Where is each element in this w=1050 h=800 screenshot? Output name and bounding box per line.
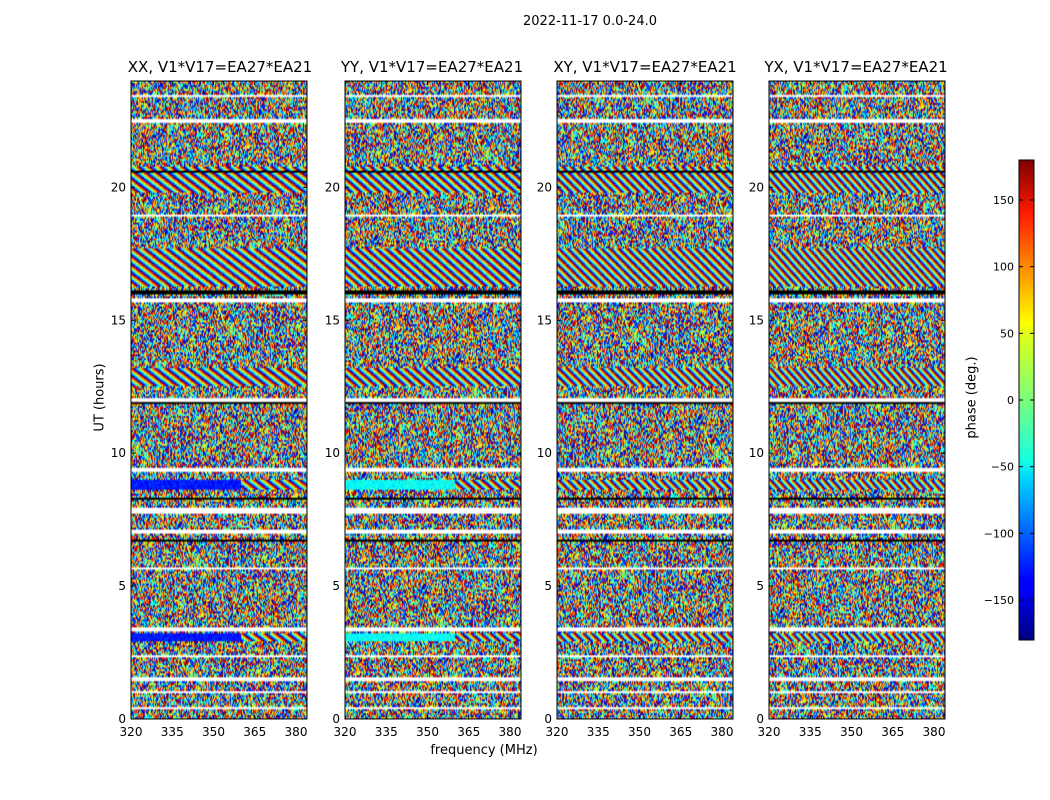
- x-tick-label: 350: [628, 725, 651, 739]
- panel-frame-2: [556, 80, 734, 720]
- x-tick-label: 320: [546, 725, 569, 739]
- y-axis-label: UT (hours): [92, 363, 108, 432]
- y-tick-label: 10: [325, 446, 340, 460]
- x-axis-label: frequency (MHz): [430, 743, 538, 758]
- figure-suptitle: 2022-11-17 0.0-24.0: [523, 14, 657, 29]
- panel-frame-3: [768, 80, 946, 720]
- y-tick-label: 10: [749, 446, 764, 460]
- y-tick-label: 10: [537, 446, 552, 460]
- y-tick-label: 5: [118, 579, 126, 593]
- y-tick-label: 15: [749, 313, 764, 327]
- x-tick-label: 380: [499, 725, 522, 739]
- colorbar-tick-label: 150: [993, 194, 1014, 207]
- panel-frame-1: [344, 80, 522, 720]
- colorbar-tick-label: −50: [991, 461, 1014, 474]
- x-tick-label: 335: [587, 725, 610, 739]
- x-tick-label: 320: [120, 725, 143, 739]
- y-tick-label: 20: [749, 180, 764, 194]
- y-tick-label: 15: [537, 313, 552, 327]
- panel-title-xx: XX, V1*V17=EA27*EA21: [127, 58, 313, 76]
- y-tick-label: 5: [332, 579, 340, 593]
- colorbar-label: phase (deg.): [964, 356, 980, 439]
- x-tick-label: 335: [799, 725, 822, 739]
- x-tick-label: 350: [202, 725, 225, 739]
- colorbar-tick-label: −100: [984, 527, 1014, 540]
- heatmap-image-0: [131, 81, 307, 719]
- heatmap-image-2: [557, 81, 733, 719]
- x-tick-label: 380: [285, 725, 308, 739]
- panel-title-yx: YX, V1*V17=EA27*EA21: [764, 58, 948, 76]
- y-tick-label: 15: [325, 313, 340, 327]
- x-tick-label: 335: [375, 725, 398, 739]
- panel-frame-0: [130, 80, 308, 720]
- x-tick-label: 365: [881, 725, 904, 739]
- y-tick-label: 0: [756, 712, 764, 726]
- x-tick-label: 380: [711, 725, 734, 739]
- y-tick-label: 20: [537, 180, 552, 194]
- x-tick-label: 350: [416, 725, 439, 739]
- x-tick-label: 335: [161, 725, 184, 739]
- y-tick-label: 20: [111, 180, 126, 194]
- heatmap-image-3: [769, 81, 945, 719]
- colorbar-tick-label: 100: [993, 261, 1014, 274]
- x-tick-label: 365: [243, 725, 266, 739]
- x-tick-label: 320: [334, 725, 357, 739]
- x-tick-label: 320: [758, 725, 781, 739]
- y-tick-label: 20: [325, 180, 340, 194]
- colorbar-tick-label: −150: [984, 594, 1014, 607]
- x-tick-label: 350: [840, 725, 863, 739]
- y-tick-label: 0: [332, 712, 340, 726]
- panel-title-yy: YY, V1*V17=EA27*EA21: [340, 58, 524, 76]
- y-tick-label: 5: [756, 579, 764, 593]
- x-tick-label: 380: [923, 725, 946, 739]
- colorbar-tick-label: 50: [1000, 327, 1014, 340]
- colorbar-tick-label: 0: [1007, 394, 1014, 407]
- y-tick-label: 15: [111, 313, 126, 327]
- y-tick-label: 5: [544, 579, 552, 593]
- y-tick-label: 0: [544, 712, 552, 726]
- y-tick-label: 0: [118, 712, 126, 726]
- panel-title-xy: XY, V1*V17=EA27*EA21: [553, 58, 737, 76]
- x-tick-label: 365: [457, 725, 480, 739]
- x-tick-label: 365: [669, 725, 692, 739]
- heatmap-image-1: [345, 81, 521, 719]
- y-tick-label: 10: [111, 446, 126, 460]
